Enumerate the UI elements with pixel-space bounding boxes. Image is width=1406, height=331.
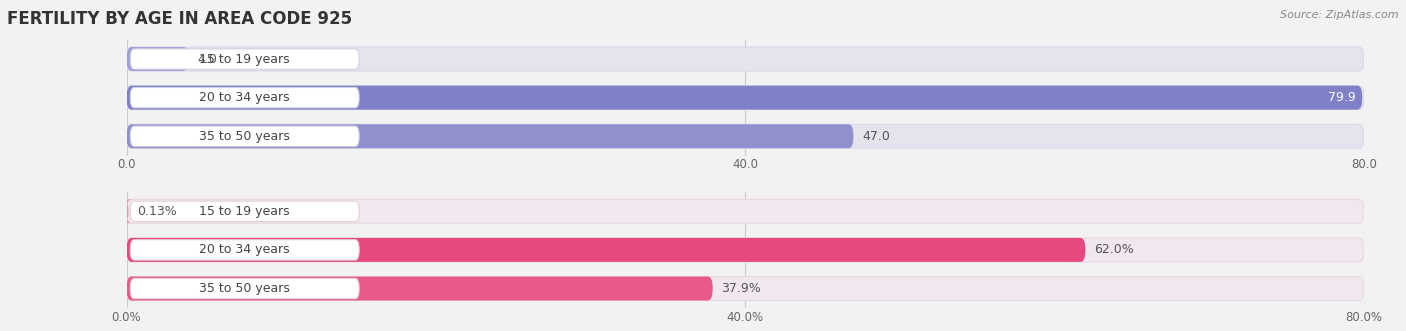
FancyBboxPatch shape bbox=[124, 199, 131, 223]
Text: 20 to 34 years: 20 to 34 years bbox=[200, 91, 290, 104]
FancyBboxPatch shape bbox=[131, 49, 359, 69]
FancyBboxPatch shape bbox=[131, 126, 359, 146]
FancyBboxPatch shape bbox=[127, 124, 1364, 148]
FancyBboxPatch shape bbox=[127, 124, 853, 148]
FancyBboxPatch shape bbox=[131, 240, 359, 260]
FancyBboxPatch shape bbox=[127, 199, 1364, 223]
Text: FERTILITY BY AGE IN AREA CODE 925: FERTILITY BY AGE IN AREA CODE 925 bbox=[7, 10, 351, 28]
FancyBboxPatch shape bbox=[127, 47, 1364, 71]
FancyBboxPatch shape bbox=[127, 86, 1362, 110]
Text: 20 to 34 years: 20 to 34 years bbox=[200, 243, 290, 257]
FancyBboxPatch shape bbox=[127, 47, 188, 71]
Text: 15 to 19 years: 15 to 19 years bbox=[200, 53, 290, 66]
Text: 62.0%: 62.0% bbox=[1094, 243, 1133, 257]
FancyBboxPatch shape bbox=[127, 238, 1085, 262]
Text: 0.13%: 0.13% bbox=[138, 205, 177, 218]
Text: 35 to 50 years: 35 to 50 years bbox=[200, 130, 290, 143]
FancyBboxPatch shape bbox=[127, 86, 1364, 110]
Text: 37.9%: 37.9% bbox=[721, 282, 761, 295]
FancyBboxPatch shape bbox=[131, 87, 359, 108]
Text: 47.0: 47.0 bbox=[862, 130, 890, 143]
FancyBboxPatch shape bbox=[131, 278, 359, 299]
Text: 79.9: 79.9 bbox=[1329, 91, 1355, 104]
FancyBboxPatch shape bbox=[127, 277, 713, 301]
Text: 15 to 19 years: 15 to 19 years bbox=[200, 205, 290, 218]
FancyBboxPatch shape bbox=[131, 201, 359, 221]
Text: 35 to 50 years: 35 to 50 years bbox=[200, 282, 290, 295]
Text: Source: ZipAtlas.com: Source: ZipAtlas.com bbox=[1281, 10, 1399, 20]
FancyBboxPatch shape bbox=[127, 238, 1364, 262]
FancyBboxPatch shape bbox=[127, 277, 1364, 301]
Text: 4.0: 4.0 bbox=[197, 53, 217, 66]
